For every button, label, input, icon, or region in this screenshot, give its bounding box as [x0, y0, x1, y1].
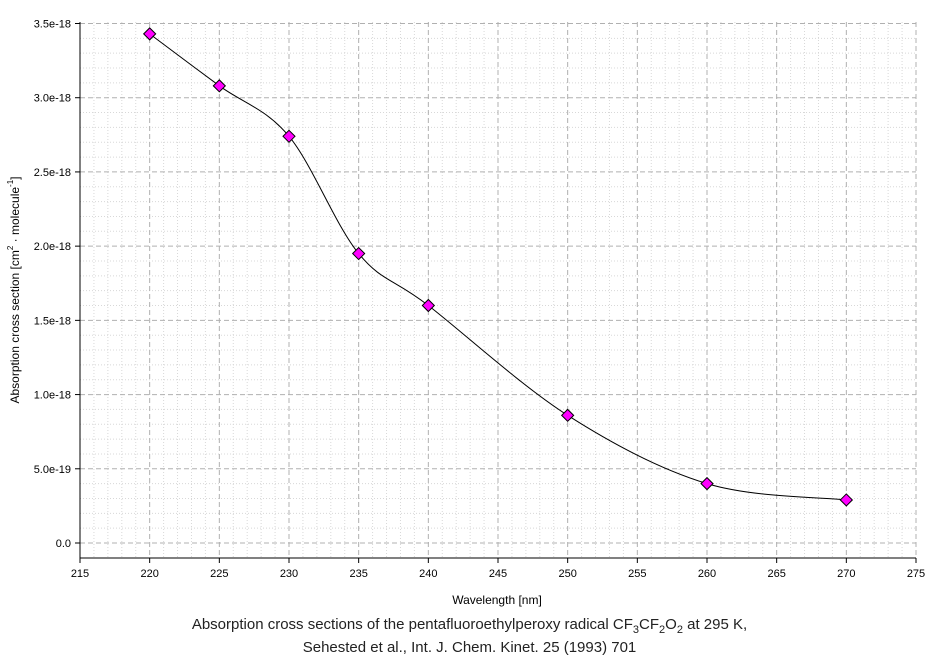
x-tick-label: 245 — [489, 568, 507, 580]
x-tick-label: 230 — [280, 568, 298, 580]
series-line — [149, 33, 847, 501]
y-tick-label: 1.0e-18 — [34, 390, 71, 402]
data-point-marker — [700, 476, 714, 491]
axes — [75, 22, 917, 563]
series-markers — [142, 27, 854, 507]
caption-line-1: Absorption cross sections of the pentafl… — [191, 616, 748, 636]
y-tick-label: 2.0e-18 — [34, 241, 71, 253]
major-grid — [79, 22, 917, 558]
y-tick-label: 3.0e-18 — [34, 93, 71, 105]
x-tick-label: 255 — [628, 568, 646, 580]
data-point-marker — [212, 79, 227, 93]
data-point-marker — [421, 298, 436, 313]
data-point-marker — [560, 408, 575, 423]
y-axis-label: Absorption cross section [cm2 · molecule… — [6, 176, 22, 403]
x-tick-label: 225 — [210, 568, 228, 580]
caption-line-2: Sehested et al., Int. J. Chem. Kinet. 25… — [302, 639, 637, 656]
x-tick-label: 250 — [558, 568, 576, 580]
x-tick-label: 260 — [698, 568, 716, 580]
x-axis-label: Wavelength [nm] — [452, 593, 542, 607]
x-tick-label: 215 — [71, 568, 89, 580]
data-point-marker — [351, 246, 366, 261]
y-tick-label: 1.5e-18 — [34, 315, 71, 327]
x-tick-label: 275 — [907, 568, 925, 580]
data-point-marker — [839, 493, 854, 507]
y-tick-label: 0.0 — [56, 538, 71, 550]
x-tick-label: 220 — [140, 568, 158, 580]
x-tick-label: 265 — [767, 568, 785, 580]
x-tick-label: 270 — [837, 568, 855, 580]
y-tick-label: 3.5e-18 — [34, 18, 71, 30]
y-tick-label: 5.0e-19 — [34, 464, 71, 476]
data-point-marker — [282, 129, 296, 144]
y-tick-label: 2.5e-18 — [34, 167, 71, 179]
data-point-marker — [142, 27, 157, 41]
x-tick-labels: 215 220 225 230 235 240 245 250 255 260 265 270 275 — [71, 568, 925, 580]
y-tick-labels: 0.0 5.0e-19 1.0e-18 1.5e-18 2.0e-18 2.5e-18 3.… — [34, 18, 71, 550]
x-tick-label: 240 — [419, 568, 437, 580]
x-tick-label: 235 — [349, 568, 367, 580]
